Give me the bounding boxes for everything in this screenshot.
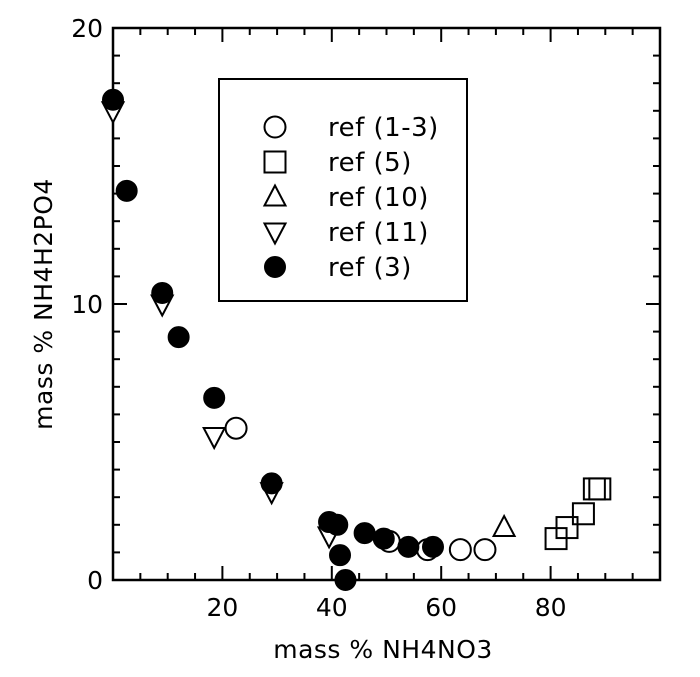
tick-labels: 20 40 60 80 0 10 20 xyxy=(71,14,566,622)
data-point xyxy=(353,522,376,545)
data-point xyxy=(588,477,612,501)
data-point xyxy=(102,88,124,111)
legend-marker xyxy=(263,115,287,139)
data-point xyxy=(334,569,357,591)
data-point xyxy=(115,179,138,202)
data-point xyxy=(571,502,595,526)
y-tick-label: 0 xyxy=(87,566,103,595)
x-tick-label: 80 xyxy=(535,593,567,622)
data-point xyxy=(203,386,226,409)
legend-marker xyxy=(262,222,288,246)
data-point xyxy=(372,527,395,550)
legend-marker xyxy=(262,183,288,207)
data-point xyxy=(167,326,190,349)
data-point xyxy=(326,513,349,536)
data-point xyxy=(151,281,174,304)
data-point xyxy=(491,513,517,538)
legend-label: ref (10) xyxy=(328,183,429,213)
legend-box xyxy=(218,78,468,302)
y-tick-label: 10 xyxy=(71,290,103,319)
data-point xyxy=(473,538,497,562)
data-points xyxy=(100,88,612,591)
series-5 xyxy=(102,88,444,591)
data-point xyxy=(421,535,444,558)
data-point xyxy=(555,516,579,540)
data-point xyxy=(224,416,248,440)
legend-label: ref (3) xyxy=(328,253,412,283)
legend: ref (1-3) ref (5) ref (10) ref (11) ref (3) xyxy=(218,78,468,302)
data-point xyxy=(329,544,352,567)
legend-label: ref (5) xyxy=(328,148,412,178)
y-axis-label: mass % NH4H2PO4 xyxy=(29,178,58,430)
x-tick-label: 40 xyxy=(316,593,348,622)
data-point xyxy=(260,472,283,495)
data-point xyxy=(202,426,227,451)
x-tick-label: 60 xyxy=(425,593,457,622)
x-axis-label: mass % NH4NO3 xyxy=(273,635,493,664)
x-tick-label: 20 xyxy=(206,593,238,622)
data-point xyxy=(448,538,472,562)
data-point xyxy=(582,477,606,501)
y-tick-label: 20 xyxy=(71,14,103,43)
legend-marker xyxy=(263,150,287,174)
axis-ticks xyxy=(113,28,660,580)
legend-label: ref (1-3) xyxy=(328,113,439,143)
legend-label: ref (11) xyxy=(328,218,429,248)
series-2 xyxy=(544,477,612,551)
series-3 xyxy=(491,513,517,538)
data-point xyxy=(397,535,420,558)
legend-marker xyxy=(264,256,286,278)
